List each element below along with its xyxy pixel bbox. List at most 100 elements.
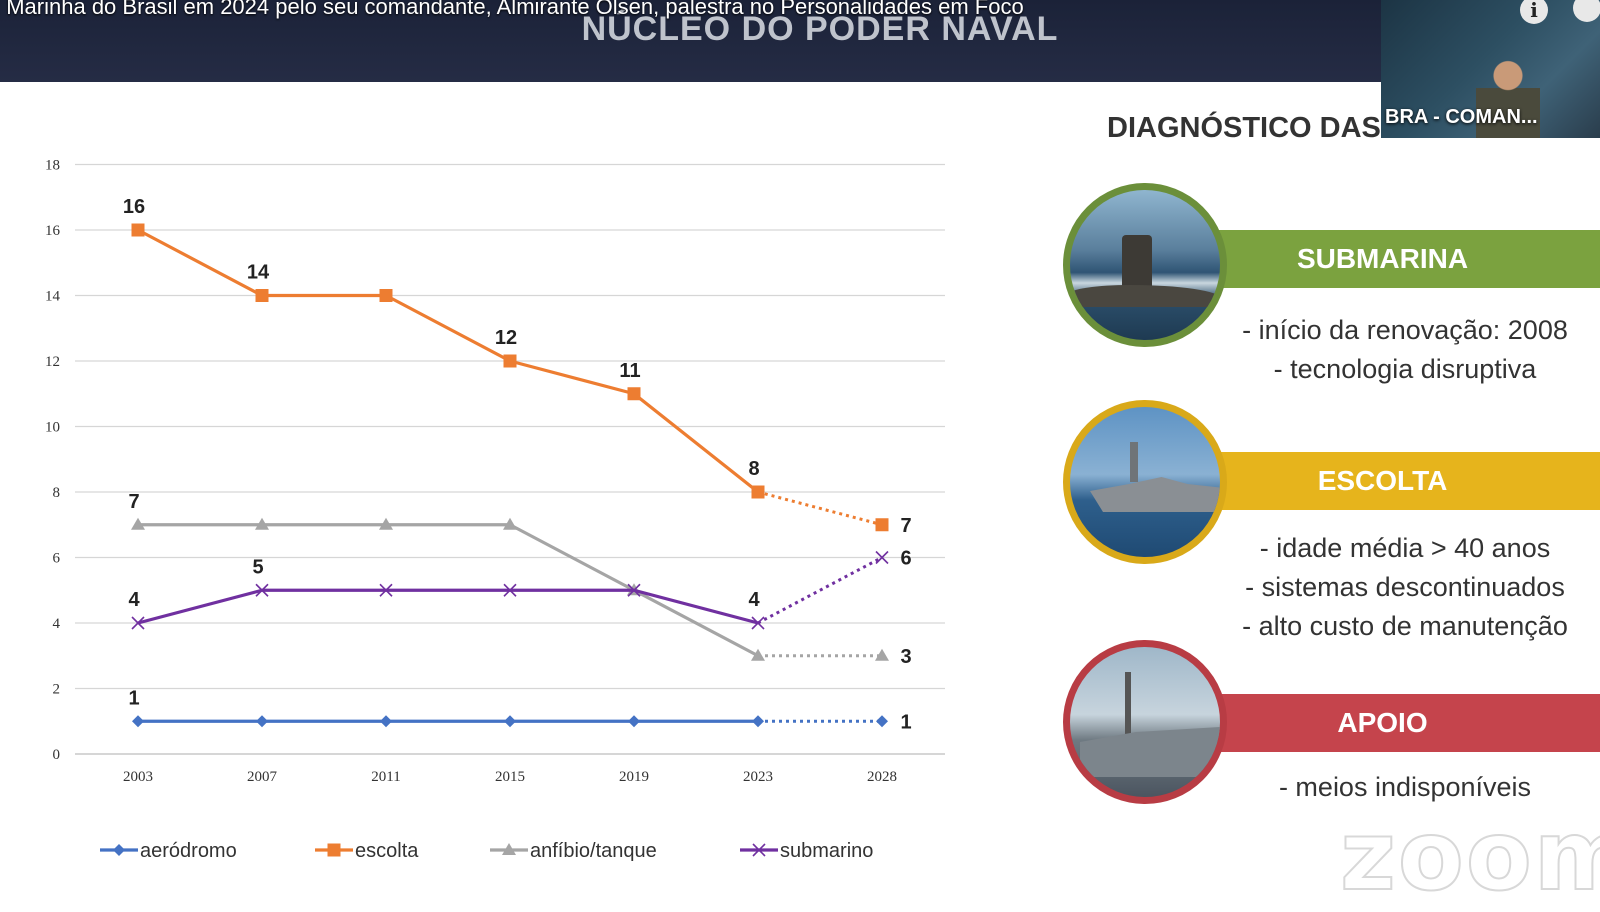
data-point <box>256 715 268 728</box>
data-point <box>752 843 766 857</box>
participant-person <box>1476 58 1540 138</box>
info-icon[interactable]: i <box>1520 0 1548 24</box>
data-label: 8 <box>748 458 759 480</box>
data-point <box>379 517 393 530</box>
data-point <box>627 387 641 401</box>
legend-label: submarino <box>780 840 873 862</box>
category-point: - tecnologia disruptiva <box>1273 354 1537 384</box>
legend-label: aeródromo <box>140 840 237 862</box>
y-tick-label: 6 <box>53 551 61 567</box>
x-tick-label: 2028 <box>867 769 897 785</box>
data-point <box>875 648 889 661</box>
x-tick-label: 2007 <box>247 769 278 785</box>
data-point <box>502 843 516 855</box>
slide-header: NÚCLEO DO PODER NAVAL <box>581 10 1059 48</box>
category-name: ESCOLTA <box>1317 465 1448 496</box>
category-points-apoio: - meios indisponíveis <box>1210 768 1600 807</box>
category-band-apoio: APOIO <box>1195 694 1600 752</box>
y-tick-label: 0 <box>53 747 61 763</box>
category-band-submarina: SUBMARINA <box>1195 230 1600 288</box>
data-point <box>113 844 125 856</box>
data-point <box>876 715 888 728</box>
submarine-photo <box>1063 183 1227 347</box>
x-tick-label: 2023 <box>743 769 773 785</box>
category-point: - sistemas descontinuados <box>1245 572 1565 602</box>
y-tick-label: 14 <box>45 289 61 305</box>
data-point <box>255 583 269 597</box>
data-point <box>255 289 269 302</box>
category-name: APOIO <box>1337 707 1428 738</box>
legend-entry: submarino <box>740 840 873 862</box>
category-point: - início da renovação: 2008 <box>1242 315 1568 345</box>
data-point <box>379 289 393 302</box>
data-label: 14 <box>247 262 270 284</box>
data-point <box>327 843 341 857</box>
data-label: 11 <box>619 360 640 382</box>
frigate-photo <box>1063 400 1227 564</box>
category-points-escolta: - idade média > 40 anos - sistemas desco… <box>1210 529 1600 646</box>
x-tick-label: 2011 <box>371 769 400 785</box>
x-tick-label: 2015 <box>495 769 525 785</box>
series-projection-line <box>757 490 883 527</box>
data-point <box>380 715 392 728</box>
data-point <box>379 583 393 597</box>
data-label: 5 <box>252 556 263 578</box>
series-line <box>137 228 759 494</box>
clock-icon[interactable] <box>1573 0 1600 22</box>
y-tick-label: 18 <box>45 158 60 174</box>
data-point <box>751 485 765 499</box>
data-label: 16 <box>123 196 145 218</box>
data-point <box>627 583 641 597</box>
data-label: 4 <box>128 589 140 611</box>
data-point <box>628 715 640 728</box>
y-tick-label: 2 <box>53 682 61 698</box>
zoom-watermark: zoom <box>1339 799 1600 912</box>
data-point <box>255 517 269 530</box>
category-point: - meios indisponíveis <box>1278 772 1532 802</box>
data-point <box>503 583 517 597</box>
data-point <box>751 648 765 661</box>
x-tick-label: 2019 <box>619 769 649 785</box>
series-line <box>137 588 759 625</box>
y-tick-label: 16 <box>45 223 61 239</box>
participant-video-thumbnail[interactable]: BRA - COMAN... <box>1381 0 1600 138</box>
y-tick-label: 12 <box>45 354 60 370</box>
data-label: 7 <box>900 515 911 537</box>
data-label: 4 <box>748 589 760 611</box>
legend-entry: aeródromo <box>100 840 237 862</box>
category-band-escolta: ESCOLTA <box>1195 452 1600 510</box>
data-label: 7 <box>128 491 139 513</box>
legend-entry: anfíbio/tanque <box>490 840 657 862</box>
data-point <box>751 616 765 630</box>
series-projection-line <box>757 556 883 625</box>
category-points-submarina: - início da renovação: 2008 - tecnologia… <box>1210 311 1600 389</box>
data-point <box>504 715 516 728</box>
legend-label: anfíbio/tanque <box>530 840 657 862</box>
data-point <box>131 223 145 237</box>
category-name: SUBMARINA <box>1296 243 1469 274</box>
data-point <box>752 715 764 728</box>
y-tick-label: 4 <box>53 616 61 632</box>
data-point <box>503 517 517 530</box>
x-tick-label: 2003 <box>123 769 153 785</box>
data-point <box>131 616 145 630</box>
data-label: 12 <box>495 327 517 349</box>
data-label: 3 <box>900 646 911 668</box>
data-label: 1 <box>128 687 139 709</box>
series-line <box>138 523 759 658</box>
participant-name: BRA - COMAN... <box>1385 106 1538 128</box>
y-tick-label: 10 <box>45 420 60 436</box>
video-title: : Marinha do Brasil em 2024 pelo seu com… <box>0 0 1024 19</box>
data-point <box>132 715 144 728</box>
category-point: - alto custo de manutenção <box>1242 611 1568 641</box>
category-point: - idade média > 40 anos <box>1259 533 1551 563</box>
legend-entry: escolta <box>315 840 419 862</box>
data-point <box>503 354 517 368</box>
data-point <box>131 517 145 530</box>
data-point <box>875 518 889 532</box>
data-label: 1 <box>900 711 911 733</box>
support-ship-photo <box>1063 640 1227 804</box>
video-top-bar: NÚCLEO DO PODER NAVAL : Marinha do Brasi… <box>0 0 1600 82</box>
data-point <box>875 550 889 565</box>
